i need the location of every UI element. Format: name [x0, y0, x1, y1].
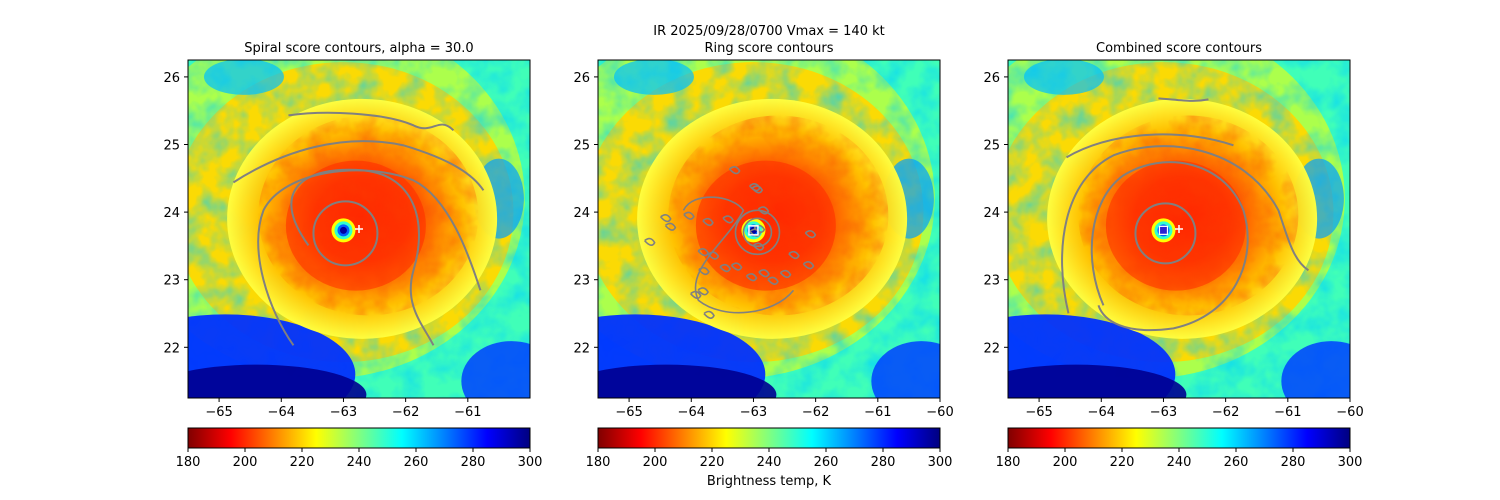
score-contours	[232, 111, 485, 346]
x-tick-label: −63	[740, 405, 767, 420]
ir-image	[188, 60, 530, 398]
colorbar-tick-label: 260	[1224, 455, 1249, 470]
x-tick-label: −64	[678, 405, 705, 420]
x-tick-label: −65	[205, 405, 232, 420]
colorbar	[597, 427, 941, 449]
colorbar-tick-label: 240	[1167, 455, 1192, 470]
x-tick-label: −64	[268, 405, 295, 420]
colorbar-tick-label: 280	[871, 455, 896, 470]
y-tick-label: 23	[983, 274, 1000, 289]
center-plus-marker	[355, 225, 363, 233]
score-contours	[1061, 97, 1310, 332]
colorbar-tick-label: 260	[404, 455, 429, 470]
colorbar	[1007, 427, 1351, 449]
panel-1: Spiral score contours, alpha = 30.0 −65 −6…	[163, 41, 543, 470]
colorbar-tick-label: 200	[233, 455, 258, 470]
center-plus-marker	[1175, 225, 1183, 233]
ir-image	[1008, 60, 1350, 398]
panel-title: Ring score contours	[704, 41, 833, 56]
x-tick-label: −62	[392, 405, 419, 420]
y-tick-label: 22	[573, 341, 590, 356]
colorbar-tick-label: 220	[290, 455, 315, 470]
y-tick-label: 22	[163, 341, 180, 356]
combined-center-marker	[1158, 225, 1169, 235]
x-tick-label: −62	[1212, 405, 1239, 420]
y-tick-label: 24	[163, 206, 180, 221]
colorbar	[187, 427, 531, 449]
colorbar-tick-label: 280	[461, 455, 486, 470]
x-tick-label: −65	[1025, 405, 1052, 420]
y-tick-label: 24	[983, 206, 1000, 221]
y-tick-label: 26	[163, 71, 180, 86]
score-contours	[644, 166, 817, 319]
y-tick-label: 25	[983, 139, 1000, 154]
colorbar-tick-label: 180	[586, 455, 611, 470]
colorbar-tick-label: 200	[643, 455, 668, 470]
x-tick-label: −61	[1274, 405, 1301, 420]
x-tick-label: −61	[864, 405, 891, 420]
colorbar-tick-label: 240	[757, 455, 782, 470]
y-tick-label: 25	[573, 139, 590, 154]
x-tick-label: −63	[330, 405, 357, 420]
x-tick-label: −63	[1150, 405, 1177, 420]
colorbar-axis-label: Brightness temp, K	[707, 474, 832, 489]
y-tick-label: 25	[163, 139, 180, 154]
y-tick-label: 26	[983, 71, 1000, 86]
figure-suptitle: IR 2025/09/28/0700 Vmax = 140 kt	[653, 24, 884, 39]
colorbar-tick-label: 280	[1281, 455, 1306, 470]
colorbar-tick-label: 220	[1110, 455, 1135, 470]
colorbar-tick-label: 180	[996, 455, 1021, 470]
y-tick-label: 24	[573, 206, 590, 221]
colorbar-tick-label: 240	[347, 455, 372, 470]
colorbar-tick-label: 200	[1053, 455, 1078, 470]
y-tick-label: 22	[983, 341, 1000, 356]
y-tick-label: 23	[573, 274, 590, 289]
colorbar-tick-label: 300	[1338, 455, 1363, 470]
y-tick-label: 26	[573, 71, 590, 86]
x-tick-label: −64	[1088, 405, 1115, 420]
center-square-marker	[748, 225, 759, 236]
x-tick-label: −65	[615, 405, 642, 420]
axes-frame	[597, 59, 941, 399]
x-tick-label: −61	[454, 405, 481, 420]
x-tick-label: −62	[802, 405, 829, 420]
panel-title: Combined score contours	[1096, 41, 1262, 56]
axes-frame	[1007, 59, 1351, 399]
panel-3: Combined score contours −65 −64 −63 −62 −61 −6…	[983, 41, 1363, 470]
x-tick-label: −60	[1336, 405, 1363, 420]
colorbar-tick-label: 220	[700, 455, 725, 470]
colorbar-tick-label: 300	[928, 455, 953, 470]
panel-2: Ring score contours −65 −64 −63 −62 −61 −60 22 2…	[573, 41, 953, 470]
colorbar-tick-label: 180	[176, 455, 201, 470]
ir-image	[598, 60, 940, 398]
x-tick-label: −60	[926, 405, 953, 420]
panel-title: Spiral score contours, alpha = 30.0	[244, 41, 473, 56]
colorbar-tick-label: 300	[518, 455, 543, 470]
colorbar-tick-label: 260	[814, 455, 839, 470]
y-tick-label: 23	[163, 274, 180, 289]
axes-frame	[187, 59, 531, 399]
